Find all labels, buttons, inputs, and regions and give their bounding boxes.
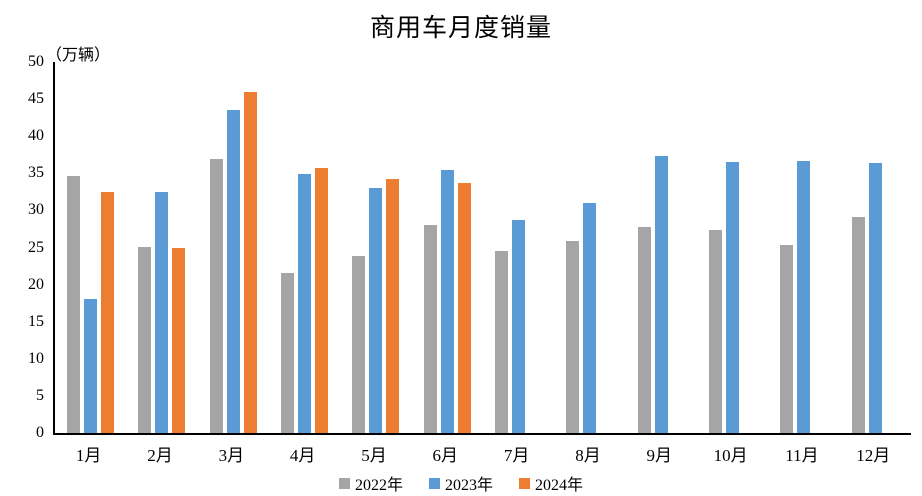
y-tick-label: 15 xyxy=(28,312,44,330)
y-tick-label: 50 xyxy=(28,53,44,70)
x-tick-label: 6月 xyxy=(432,446,459,465)
chart-title: 商用车月度销量 xyxy=(369,15,552,42)
y-tick-label: 45 xyxy=(28,90,44,108)
bar-2022年-5月 xyxy=(352,255,366,433)
legend-swatch-icon xyxy=(519,477,530,489)
legend-item-2024年: 2024年 xyxy=(519,471,583,495)
bar-2023年-3月 xyxy=(226,110,240,433)
x-tick-label: 10月 xyxy=(713,446,748,465)
legend: 2022年 2023年 2024年 xyxy=(0,471,922,495)
bar-2022年-6月 xyxy=(423,224,437,433)
bar-2024年-1月 xyxy=(101,191,115,433)
x-tick-label: 1月 xyxy=(75,446,102,465)
bar-2022年-10月 xyxy=(709,230,723,433)
legend-swatch-icon xyxy=(428,477,440,489)
bar-2023年-10月 xyxy=(726,162,740,433)
bar-2023年-2月 xyxy=(155,191,169,433)
bar-2022年-7月 xyxy=(495,250,509,433)
bar-2022年-12月 xyxy=(851,217,865,433)
bar-2022年-3月 xyxy=(209,158,223,433)
y-tick-label: 30 xyxy=(28,201,44,219)
bar-2023年-8月 xyxy=(583,203,597,433)
bar-2024年-2月 xyxy=(172,247,186,433)
bar-2024年-6月 xyxy=(457,182,471,433)
x-tick-label: 8月 xyxy=(575,446,601,465)
y-tick-label: 20 xyxy=(28,275,44,293)
y-tick-label: 0 xyxy=(36,424,44,441)
x-tick-label: 11月 xyxy=(785,446,819,465)
bar-2023年-5月 xyxy=(369,188,383,433)
bar-group-1月 xyxy=(55,62,126,433)
bar-2023年-11月 xyxy=(797,160,811,433)
legend-item-2023年: 2023年 xyxy=(428,471,493,495)
bar-2024年-4月 xyxy=(315,168,329,433)
x-tick-label: 4月 xyxy=(289,446,316,465)
bar-group-2月 xyxy=(126,62,197,433)
bar-2022年-2月 xyxy=(138,246,152,433)
bar-group-6月 xyxy=(412,62,483,433)
bar-group-10月 xyxy=(697,62,768,433)
bar-2023年-6月 xyxy=(440,169,454,433)
x-tick-label: 5月 xyxy=(361,446,387,465)
bar-group-7月 xyxy=(483,62,554,433)
bar-groups xyxy=(55,62,911,433)
x-tick-label: 9月 xyxy=(646,446,673,465)
legend-swatch-icon xyxy=(338,477,350,489)
bar-2022年-4月 xyxy=(281,272,295,433)
bar-2023年-9月 xyxy=(654,156,668,433)
x-tick-label: 3月 xyxy=(218,446,245,465)
legend-item-2022年: 2022年 xyxy=(338,471,403,495)
legend-label: 2024年 xyxy=(535,477,584,494)
bar-2023年-4月 xyxy=(298,174,312,433)
y-tick-label: 5 xyxy=(36,386,44,404)
bar-group-5月 xyxy=(340,62,411,433)
bar-group-8月 xyxy=(554,62,625,433)
bar-group-11月 xyxy=(768,62,839,433)
x-tick-label: 2月 xyxy=(147,446,173,465)
bar-group-4月 xyxy=(269,62,340,433)
plot-area xyxy=(53,62,911,435)
bar-2022年-1月 xyxy=(67,176,81,433)
bar-2024年-5月 xyxy=(386,179,400,433)
legend-label: 2022年 xyxy=(354,477,403,494)
bar-group-12月 xyxy=(840,62,911,433)
y-tick-label: 25 xyxy=(28,238,44,256)
x-tick-label: 12月 xyxy=(856,446,891,465)
y-tick-label: 10 xyxy=(28,349,44,367)
y-tick-label: 40 xyxy=(28,127,44,145)
bar-group-9月 xyxy=(626,62,697,433)
bar-2023年-12月 xyxy=(868,162,882,433)
y-axis-unit-label: （万辆） xyxy=(46,47,111,64)
bar-2024年-3月 xyxy=(243,91,257,433)
y-tick-label: 35 xyxy=(28,164,44,182)
bar-2022年-8月 xyxy=(566,240,580,433)
x-axis-labels: 1月 2月 3月 4月 5月 6月 7月 8月 9月 10月 11月 12月 xyxy=(53,441,909,466)
bar-2022年-9月 xyxy=(637,226,651,433)
bar-2023年-1月 xyxy=(84,299,98,433)
bar-2023年-7月 xyxy=(512,220,526,433)
bar-group-3月 xyxy=(198,62,269,433)
legend-label: 2023年 xyxy=(444,477,493,494)
x-tick-label: 7月 xyxy=(503,446,530,465)
bar-2022年-11月 xyxy=(780,244,794,433)
